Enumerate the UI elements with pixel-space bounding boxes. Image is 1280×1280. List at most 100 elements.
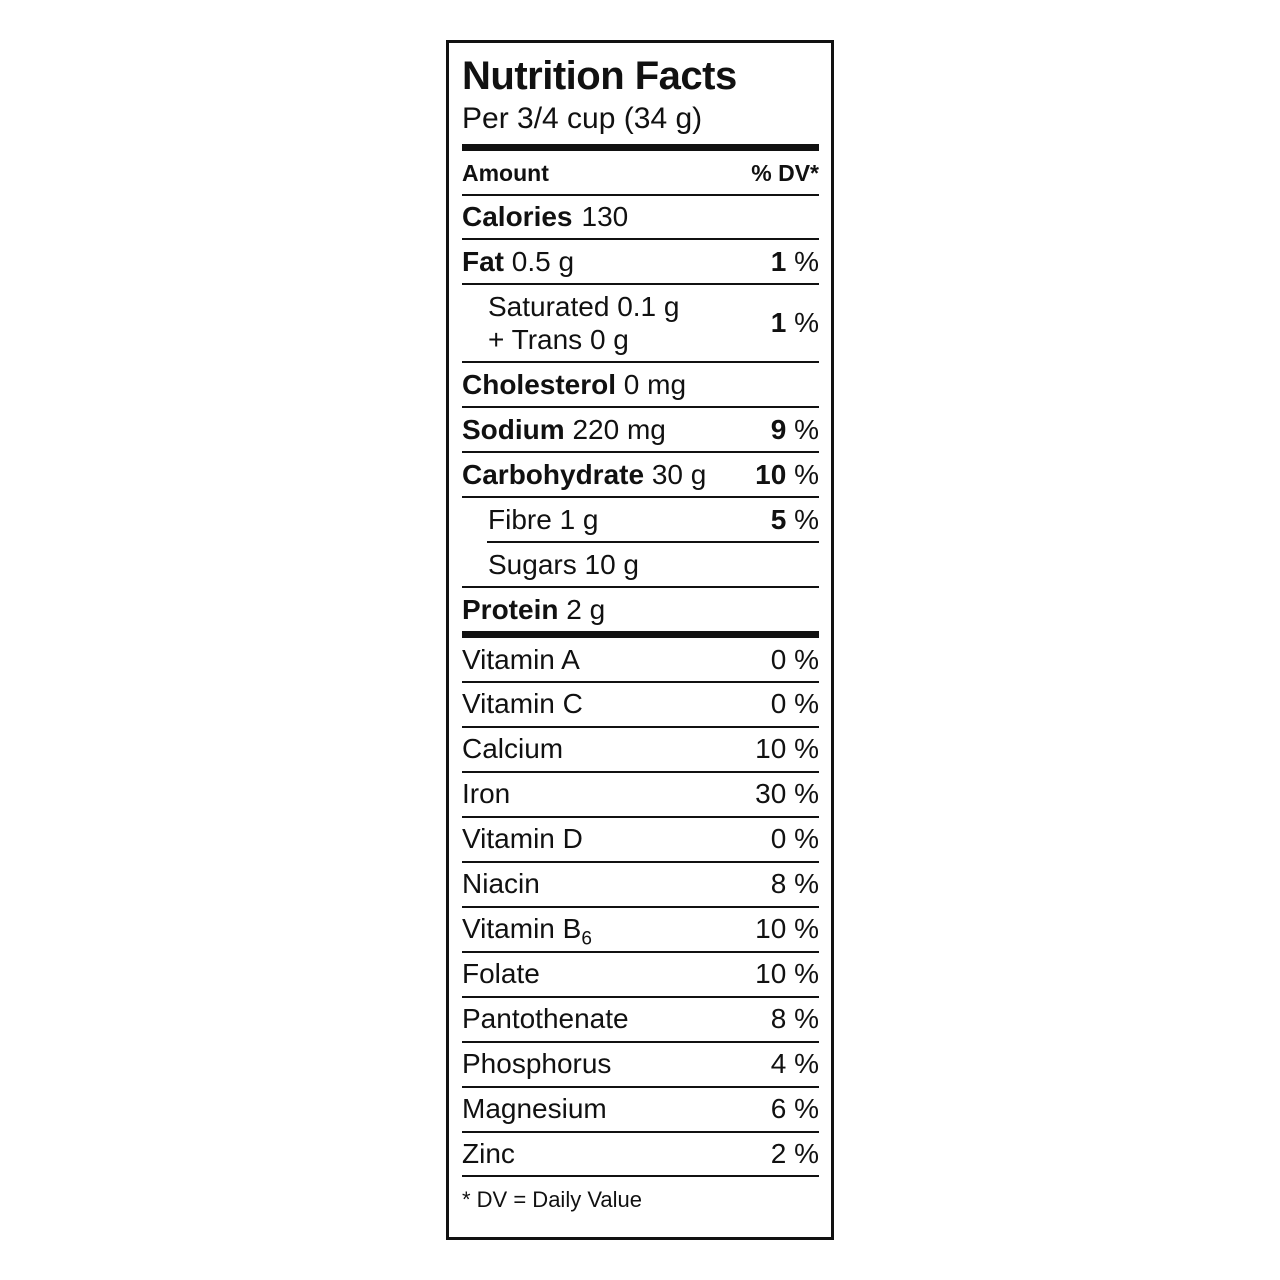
nutrient-row: Carbohydrate 30 g 10 % — [462, 453, 819, 496]
micronutrient-name: Vitamin D — [462, 823, 583, 855]
row-divider — [462, 406, 819, 409]
nutrient-row: Cholesterol 0 mg — [462, 363, 819, 406]
micronutrient-name: Calcium — [462, 733, 564, 765]
nutrient-row: Sodium 220 mg 9 % — [462, 408, 819, 451]
dv-number: 0 — [770, 688, 787, 720]
column-header-row: Amount % DV* — [462, 151, 819, 194]
nutrient-label: Sugars — [488, 548, 577, 580]
row-divider — [462, 950, 819, 953]
row-divider — [462, 361, 819, 364]
nutrient-row: Sugars 10 g — [462, 543, 819, 586]
micronutrient-name: Folate — [462, 958, 540, 990]
row-divider — [462, 1130, 819, 1133]
dv-cell: 10 % — [755, 958, 819, 990]
nutrient-label: Protein — [462, 593, 559, 625]
dv-number: 10 — [755, 958, 787, 990]
dv-cell: 10 % — [755, 913, 819, 945]
micronutrient-row: Vitamin B6 10 % — [462, 908, 819, 951]
micronutrient-row: Magnesium 6 % — [462, 1088, 819, 1131]
dv-cell: 6 % — [770, 1093, 819, 1125]
row-divider — [462, 1175, 819, 1178]
row-divider — [462, 586, 819, 589]
micronutrient-row: Phosphorus 4 % — [462, 1043, 819, 1086]
nutrient-line: Saturated 0.1 g — [488, 290, 680, 322]
row-divider — [462, 1085, 819, 1088]
nutrition-facts-label: Nutrition Facts Per 3/4 cup (34 g) Amoun… — [446, 40, 834, 1240]
nutrient-name: Carbohydrate 30 g — [462, 458, 707, 490]
dv-cell: 1 % — [770, 245, 819, 277]
row-divider — [462, 496, 819, 499]
dv-number: 1 — [770, 245, 787, 277]
label-title: Nutrition Facts — [462, 54, 737, 98]
micronutrient-row: Zinc 2 % — [462, 1133, 819, 1176]
row-divider — [462, 238, 819, 241]
micronutrient-row: Calcium 10 % — [462, 728, 819, 771]
row-divider — [462, 1040, 819, 1043]
nutrient-label: Cholesterol — [462, 368, 617, 400]
micronutrient-name: Vitamin B6 — [462, 913, 592, 950]
dv-cell: 4 % — [770, 1048, 819, 1080]
dv-number: 0 — [770, 823, 787, 855]
micronutrient-name: Vitamin A — [462, 643, 580, 675]
dv-cell: 1 % — [770, 307, 819, 339]
micronutrient-name: Zinc — [462, 1138, 515, 1170]
dv-cell: 0 % — [770, 823, 819, 855]
calories-value: 130 — [581, 201, 629, 232]
nutrient-name: Saturated 0.1 g + Trans 0 g — [462, 290, 680, 355]
micronutrient-name: Iron — [462, 778, 511, 810]
micronutrient-row: Iron 30 % — [462, 773, 819, 816]
dv-number: 4 — [770, 1048, 787, 1080]
calories-row: Calories 130 — [462, 196, 819, 239]
dv-cell: 0 % — [770, 688, 819, 720]
dv-number: 6 — [770, 1093, 787, 1125]
row-divider — [462, 725, 819, 728]
nutrient-row: Fibre 1 g 5 % — [462, 498, 819, 541]
row-divider — [462, 905, 819, 908]
nutrient-row: Protein 2 g — [462, 588, 819, 631]
micronutrient-name: Niacin — [462, 868, 540, 900]
micronutrient-row: Niacin 8 % — [462, 863, 819, 906]
dv-cell: 2 % — [770, 1138, 819, 1170]
nutrient-name: Sodium 220 mg — [462, 413, 666, 445]
row-divider — [462, 860, 819, 863]
micronutrient-name: Vitamin C — [462, 688, 583, 720]
row-divider — [487, 541, 819, 544]
calories-text: Calories 130 — [462, 202, 628, 232]
micronutrient-row: Vitamin C 0 % — [462, 683, 819, 726]
dv-number: 10 — [755, 733, 787, 765]
daily-value-footnote: * DV = Daily Value — [462, 1187, 642, 1213]
dv-number: 10 — [755, 913, 787, 945]
row-divider — [462, 680, 819, 683]
dv-number: 2 — [770, 1138, 787, 1170]
dv-number: 0 — [770, 643, 787, 675]
micro-rows: Vitamin A 0 % Vitamin C 0 % Calcium 10 % Iron 3… — [462, 638, 819, 1178]
nutrient-label: Carbohydrate — [462, 458, 645, 490]
header-divider — [462, 193, 819, 196]
amount-column-header: Amount — [462, 159, 549, 186]
nutrient-name: Sugars 10 g — [488, 548, 639, 580]
macro-rows: Fat 0.5 g 1 % Saturated 0.1 g + Trans 0 g 1 … — [462, 240, 819, 631]
dv-number: 30 — [755, 778, 787, 810]
dv-number: 5 — [770, 503, 787, 535]
row-divider — [462, 451, 819, 454]
serving-size: Per 3/4 cup (34 g) — [462, 102, 703, 135]
nutrient-label: Sodium — [462, 413, 565, 445]
calories-label: Calories — [462, 201, 573, 232]
dv-number: 1 — [770, 307, 787, 339]
nutrient-row: Fat 0.5 g 1 % — [462, 240, 819, 283]
thick-divider-top — [462, 143, 819, 151]
dv-cell: 5 % — [770, 503, 819, 535]
dv-cell: 10 % — [755, 733, 819, 765]
nutrient-name: Fat 0.5 g — [462, 245, 575, 277]
dv-number: 8 — [770, 1003, 787, 1035]
dv-number: 10 — [755, 458, 787, 490]
row-divider — [462, 283, 819, 286]
nutrient-line: + Trans 0 g — [488, 323, 629, 355]
micronutrient-name: Phosphorus — [462, 1048, 612, 1080]
dv-number: 8 — [770, 868, 787, 900]
daily-value-column-header: % DV* — [751, 159, 819, 186]
micronutrient-row: Vitamin A 0 % — [462, 638, 819, 681]
row-divider — [462, 770, 819, 773]
nutrient-name: Cholesterol 0 mg — [462, 368, 687, 400]
